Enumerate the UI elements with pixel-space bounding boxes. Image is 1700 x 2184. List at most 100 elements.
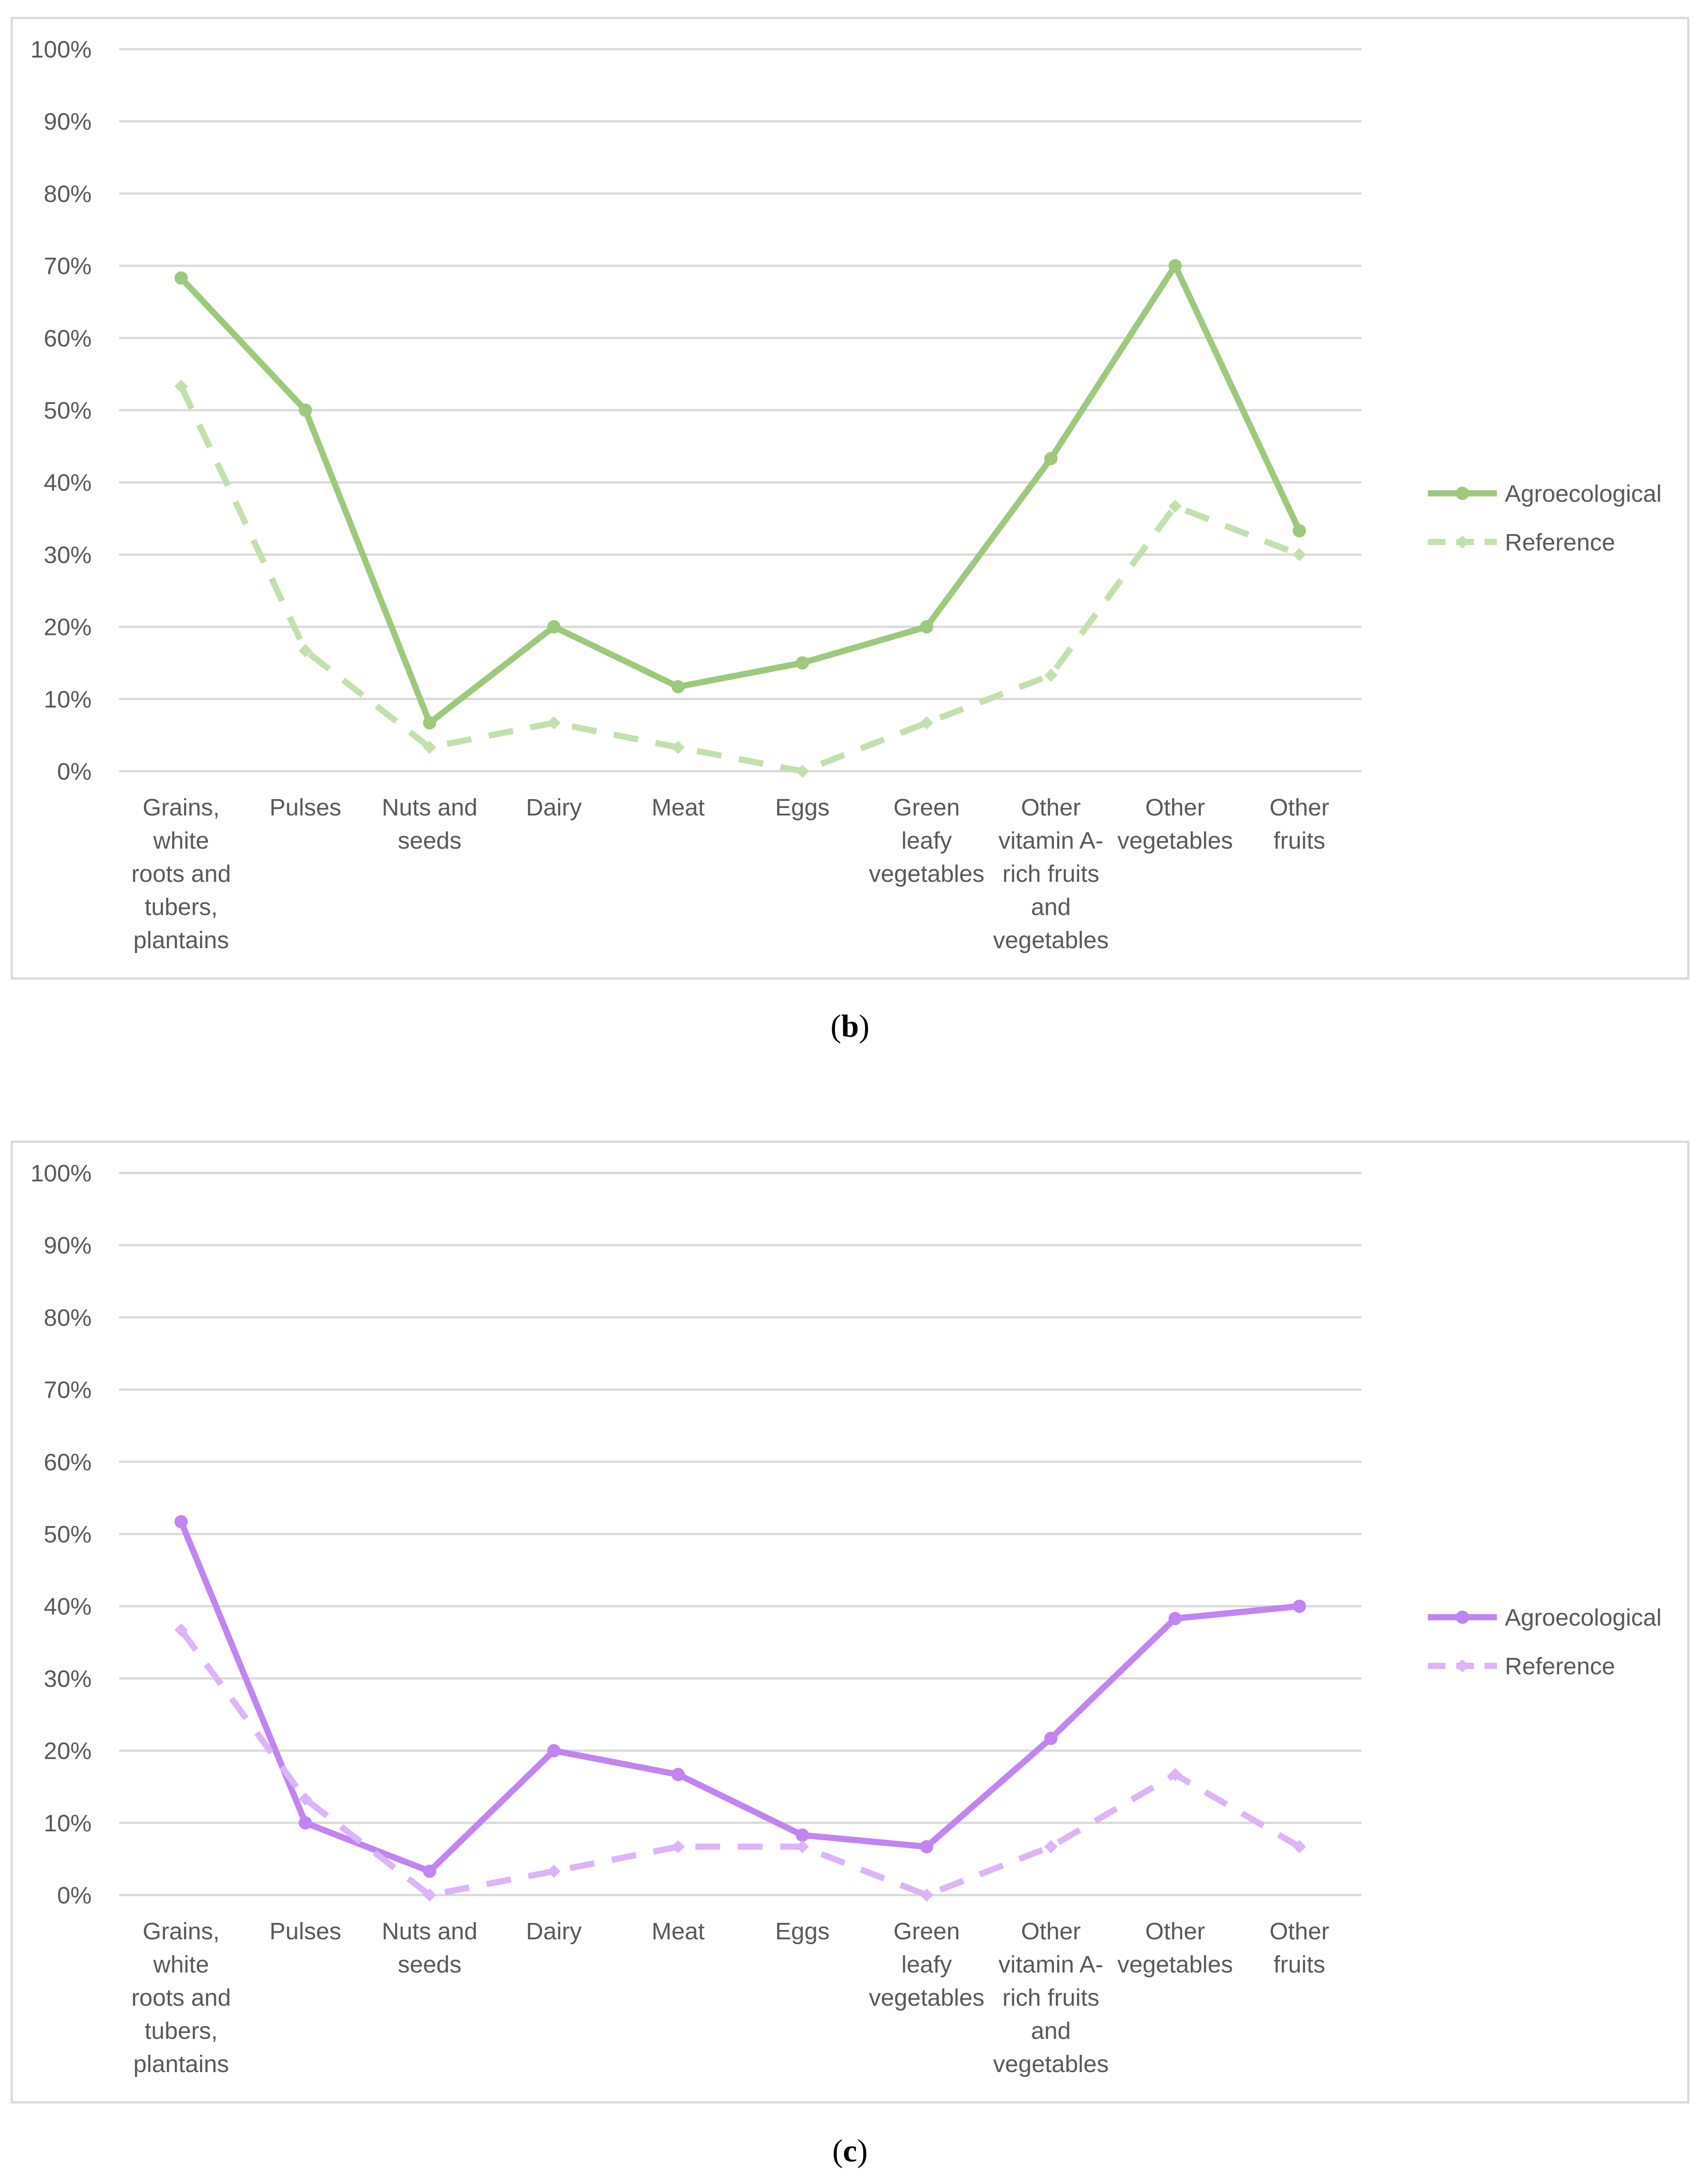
x-tick-label-b: Green leafy vegetables [869,794,985,887]
caption-b: (b) [830,1008,869,1044]
chart-panel-c: 0% 10% 20% 30% 40% 50% 60% 70% 80% 90% 100% Grains,… [11,1141,1689,2103]
legend-label-reference-c: Reference [1505,1653,1615,1680]
legend-marker-b [1456,487,1469,500]
y-tick-label-c: 0% [57,1882,92,1909]
data-point-reference-b [796,765,809,778]
x-tick-label-line: vegetables [1117,827,1233,854]
legend-marker-c [1456,1611,1469,1624]
caption-c-letter: c [843,2133,857,2169]
legend-label-agroecological-c: Agroecological [1505,1604,1662,1631]
x-tick-label-line: vegetables [993,2051,1108,2077]
data-point-agroecological-b [671,680,685,694]
x-tick-label-line: tubers, [145,2018,218,2044]
x-tick-label-line: and [1031,894,1071,920]
line-chart-b: 0% 10% 20% 30% 40% 50% 60% 70% 80% 90% 100% Grains,… [31,36,1662,954]
data-point-reference-c [547,1865,561,1878]
x-tick-label-b: Grains, white roots and tubers, plantains [131,794,231,954]
x-tick-label-c: Eggs [775,1918,830,1945]
data-point-reference-c [1292,1840,1306,1853]
y-tick-label-b: 50% [44,397,92,424]
x-tick-label-line: Meat [652,1918,705,1945]
x-tick-label-b: Dairy [526,794,582,821]
line-chart-c: 0% 10% 20% 30% 40% 50% 60% 70% 80% 90% 100% Grains,… [31,1160,1662,2077]
y-tick-label-c: 30% [44,1665,92,1692]
x-tick-label-c: Grains, white roots and tubers, plantains [131,1918,231,2077]
y-tick-label-b: 0% [57,758,92,785]
legend-marker-b [1456,535,1469,549]
x-tick-label-b: Pulses [269,794,341,821]
x-tick-label-line: Other [1145,1918,1205,1945]
x-tick-label-c: Meat [652,1918,705,1945]
y-tick-label-c: 50% [44,1521,92,1548]
chart-panel-b: 0% 10% 20% 30% 40% 50% 60% 70% 80% 90% 100% Grains,… [11,17,1689,980]
x-tick-label-line: Green [893,1918,960,1945]
data-point-agroecological-b [423,716,436,730]
x-tick-label-line: vegetables [993,927,1108,954]
data-point-reference-b [920,716,934,730]
y-tick-label-b: 60% [44,325,92,352]
y-tick-label-b: 100% [31,36,92,63]
data-point-reference-c [920,1888,934,1902]
x-tick-label-line: Other [1021,1918,1081,1945]
y-tick-label-c: 40% [44,1593,92,1620]
x-tick-label-line: Dairy [526,1918,582,1945]
data-point-reference-c [423,1888,436,1902]
x-tick-label-line: vitamin A- [998,827,1103,854]
y-tick-label-c: 10% [44,1810,92,1837]
data-point-agroecological-c [671,1768,685,1781]
x-tick-label-b: Eggs [775,794,830,821]
x-tick-label-line: and [1031,2018,1071,2044]
x-tick-label-line: Nuts and [382,1918,477,1945]
x-tick-label-line: vegetables [869,861,985,887]
legend-label-reference-b: Reference [1505,529,1615,556]
data-point-reference-b [547,716,561,730]
x-tick-label-b: Other fruits [1269,794,1329,854]
data-point-agroecological-c [1044,1731,1058,1745]
data-point-agroecological-c [547,1744,561,1757]
data-point-agroecological-b [920,620,934,634]
x-tick-label-c: Other vegetables [1117,1918,1233,1978]
x-tick-label-line: Other [1021,794,1081,821]
x-tick-label-line: plantains [133,2051,229,2077]
y-tick-label-b: 30% [44,542,92,568]
y-tick-label-b: 40% [44,469,92,496]
y-tick-label-c: 100% [31,1160,92,1187]
data-point-reference-c [671,1840,685,1853]
data-point-agroecological-b [547,620,561,634]
y-tick-label-c: 20% [44,1738,92,1765]
data-point-reference-b [1044,668,1058,682]
data-point-reference-c [796,1840,809,1853]
x-tick-label-line: vegetables [1117,1951,1233,1978]
y-tick-label-c: 70% [44,1377,92,1403]
data-point-reference-c [299,1792,312,1806]
x-tick-label-line: fruits [1273,1951,1325,1978]
data-point-reference-b [174,380,188,393]
series-line-reference-c [178,1628,1301,1898]
series-line-reference-b [178,385,1301,774]
x-tick-label-line: rich fruits [1002,1984,1099,2011]
x-tick-label-line: white [153,1951,209,1978]
data-point-agroecological-c [1292,1600,1306,1613]
x-tick-label-c: Other fruits [1269,1918,1329,1978]
data-point-agroecological-b [1292,524,1306,538]
data-point-reference-c [174,1623,188,1637]
x-tick-label-line: white [153,827,209,854]
data-point-agroecological-c [299,1816,312,1830]
y-tick-label-b: 70% [44,253,92,280]
x-tick-label-line: plantains [133,927,229,954]
x-tick-label-line: rich fruits [1002,861,1099,887]
data-point-reference-b [299,644,312,658]
data-point-agroecological-b [1168,259,1182,273]
data-point-agroecological-c [423,1865,436,1878]
y-tick-label-b: 10% [44,686,92,713]
x-tick-label-line: Eggs [775,1918,830,1945]
x-tick-label-line: vitamin A- [998,1951,1103,1978]
y-tick-label-b: 90% [44,108,92,135]
x-tick-label-line: tubers, [145,894,218,920]
x-tick-label-line: Grains, [142,794,219,821]
data-point-agroecological-c [174,1515,188,1529]
data-point-agroecological-b [1044,452,1058,465]
caption-c: (c) [832,2133,868,2169]
data-point-reference-c [1044,1840,1058,1853]
x-tick-label-line: Other [1269,1918,1329,1945]
